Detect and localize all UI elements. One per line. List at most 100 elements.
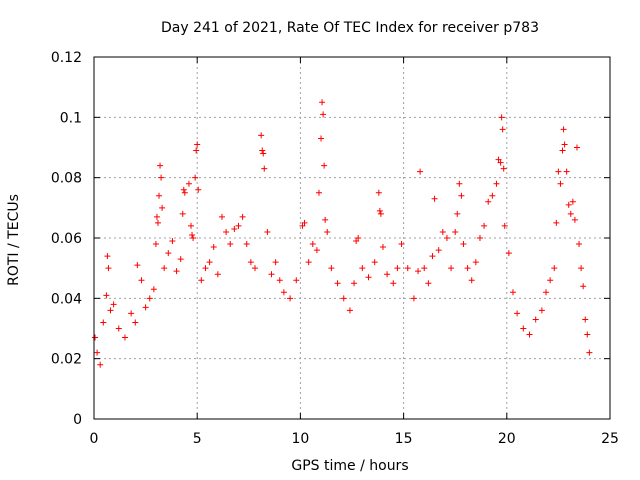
data-point: [538, 307, 545, 314]
data-point: [165, 250, 172, 257]
data-point: [468, 277, 475, 284]
chart-title: Day 241 of 2021, Rate Of TEC Index for r…: [161, 20, 539, 36]
data-point: [154, 219, 161, 226]
data-point: [264, 228, 271, 235]
y-tick-label: 0.02: [51, 352, 82, 368]
data-point: [128, 310, 135, 317]
data-point: [376, 207, 383, 214]
data-point: [173, 268, 180, 275]
y-axis-title: ROTI / TECUs: [6, 194, 22, 286]
data-point: [489, 192, 496, 199]
data-point: [532, 316, 539, 323]
data-point: [138, 277, 145, 284]
data-point: [272, 259, 279, 266]
data-point: [259, 147, 266, 154]
data-point: [448, 265, 455, 272]
data-point: [497, 159, 504, 166]
data-point: [573, 144, 580, 151]
data-point: [110, 301, 117, 308]
data-point: [384, 271, 391, 278]
data-point: [206, 259, 213, 266]
data-point: [121, 334, 128, 341]
x-tick-label: 15: [395, 431, 413, 447]
data-point: [439, 228, 446, 235]
data-point: [404, 265, 411, 272]
data-point: [584, 331, 591, 338]
data-point: [313, 247, 320, 254]
y-tick-label: 0.04: [51, 291, 82, 307]
data-point: [321, 162, 328, 169]
data-point: [100, 319, 107, 326]
x-tick-label: 25: [601, 431, 619, 447]
data-point: [243, 241, 250, 248]
data-point: [181, 189, 188, 196]
data-point: [501, 222, 508, 229]
data-point: [258, 132, 265, 139]
data-point: [227, 241, 234, 248]
data-point: [421, 265, 428, 272]
data-point: [328, 265, 335, 272]
data-point: [346, 307, 353, 314]
data-point: [454, 210, 461, 217]
data-point: [565, 201, 572, 208]
data-point: [390, 280, 397, 287]
data-point: [107, 307, 114, 314]
data-point: [134, 262, 141, 269]
x-axis-title: GPS time / hours: [291, 458, 408, 474]
data-point: [97, 361, 104, 368]
data-point: [429, 253, 436, 260]
data-point: [299, 222, 306, 229]
x-tick-label: 20: [498, 431, 516, 447]
data-point: [456, 180, 463, 187]
data-point: [559, 147, 566, 154]
data-point: [340, 295, 347, 302]
data-point: [567, 210, 574, 217]
data-point: [563, 168, 570, 175]
data-point: [202, 265, 209, 272]
data-point: [180, 186, 187, 193]
data-point: [260, 150, 267, 157]
data-point: [481, 222, 488, 229]
data-point: [379, 244, 386, 251]
data-point: [305, 259, 312, 266]
data-point: [320, 111, 327, 118]
data-point: [431, 195, 438, 202]
data-point: [499, 126, 506, 133]
data-point: [309, 241, 316, 248]
data-point: [315, 189, 322, 196]
x-axis-ticks: 0 5 10 15 20 25: [90, 57, 619, 447]
data-point: [194, 141, 201, 148]
data-point: [276, 277, 283, 284]
data-point: [92, 334, 99, 341]
data-point: [115, 325, 122, 332]
data-point: [158, 174, 165, 181]
data-point: [214, 271, 221, 278]
data-point: [493, 180, 500, 187]
data-point: [472, 259, 479, 266]
data-point: [377, 210, 384, 217]
data-point: [359, 265, 366, 272]
data-point: [185, 180, 192, 187]
data-point: [159, 204, 166, 211]
data-point: [557, 180, 564, 187]
data-point: [543, 289, 550, 296]
data-point: [485, 198, 492, 205]
data-point: [195, 186, 202, 193]
data-point: [104, 253, 111, 260]
data-point: [301, 219, 308, 226]
data-point: [94, 349, 101, 356]
data-point: [261, 165, 268, 172]
data-point: [223, 228, 230, 235]
data-point: [142, 304, 149, 311]
data-point: [355, 235, 362, 241]
data-point: [324, 228, 331, 235]
data-point: [435, 247, 442, 254]
data-point: [188, 222, 195, 229]
data-point: [452, 228, 459, 235]
data-point: [560, 126, 567, 133]
data-point: [169, 238, 176, 245]
data-point: [318, 135, 325, 142]
data-point: [375, 189, 382, 196]
data-point: [464, 265, 471, 272]
